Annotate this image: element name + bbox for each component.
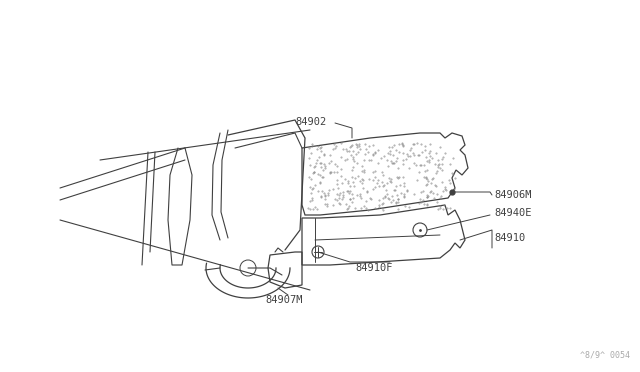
Text: 84910F: 84910F [355,263,392,273]
Text: ^8/9^ 0054: ^8/9^ 0054 [580,351,630,360]
Text: 84940E: 84940E [494,208,531,218]
Text: 84910: 84910 [494,233,525,243]
Text: 84907M: 84907M [265,295,303,305]
Text: 84906M: 84906M [494,190,531,200]
Text: 84902: 84902 [295,117,326,127]
